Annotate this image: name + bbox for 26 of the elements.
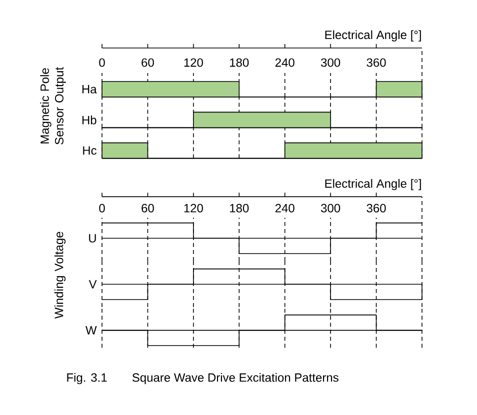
x-tick-label: 120 [184, 58, 203, 67]
x-tick-label: 300 [321, 58, 340, 67]
x-axis-title: Electrical Angle [°] [325, 30, 421, 42]
x-tick-label: 240 [275, 204, 294, 212]
x-tick-label: 60 [142, 204, 154, 212]
series-label: W [86, 326, 97, 334]
text: Square Wave Drive Excitation Patterns [132, 372, 338, 384]
x-tick-label: 240 [275, 58, 294, 67]
series-label: U [89, 234, 96, 242]
series-label: Hc [83, 146, 96, 155]
x-tick-label: 360 [366, 204, 386, 212]
series-label: Ha [82, 85, 97, 94]
series-label: Hb [82, 116, 96, 124]
x-tick-label: 120 [184, 204, 203, 212]
caption: Fig. 3.1 [67, 372, 107, 384]
x-tick-label: 60 [142, 58, 154, 67]
y-axis-title: Winding Voltage [54, 232, 66, 319]
x-axis-title: Electrical Angle [°] [325, 179, 421, 190]
y-axis-title: Magnetic Pole Sensor Output [40, 67, 66, 144]
x-tick-label: 0 [99, 204, 105, 212]
x-tick-label: 180 [230, 204, 249, 212]
x-tick-label: 180 [230, 58, 249, 67]
x-tick-label: 0 [99, 58, 105, 67]
series-label: V [88, 280, 97, 288]
x-tick-label: 300 [321, 204, 340, 212]
x-tick-label: 360 [366, 58, 386, 67]
